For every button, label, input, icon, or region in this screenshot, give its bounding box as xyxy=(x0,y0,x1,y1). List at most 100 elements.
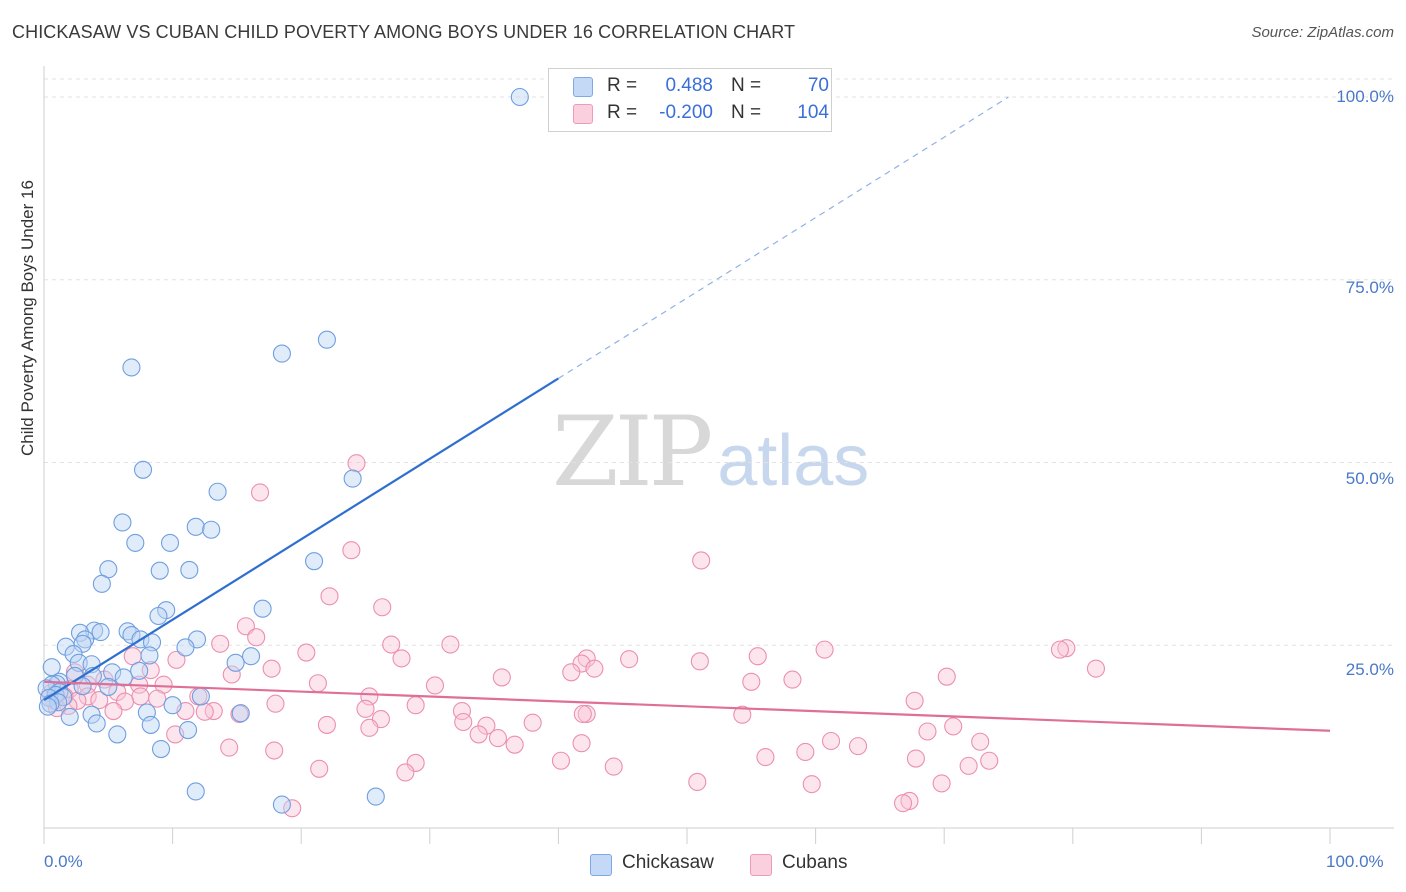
chickasaw-point xyxy=(122,625,141,645)
legend-swatch xyxy=(573,104,593,124)
watermark-atlas: atlas xyxy=(717,421,870,501)
cubans-point xyxy=(748,647,767,666)
chickasaw-point xyxy=(202,520,221,539)
chickasaw-point xyxy=(272,795,291,814)
cubans-point xyxy=(283,799,302,818)
cubans-point xyxy=(492,668,511,687)
legend-n-value: 70 xyxy=(807,75,829,96)
chickasaw-point xyxy=(114,668,133,687)
chickasaw-point xyxy=(91,623,110,642)
cubans-point xyxy=(382,635,401,654)
chickasaw-point xyxy=(163,696,182,715)
chickasaw-point xyxy=(126,533,145,552)
cubans-point xyxy=(131,687,150,706)
cubans-point xyxy=(1086,659,1105,678)
chickasaw-point xyxy=(42,675,61,694)
y-tick-label: 50.0% xyxy=(1345,469,1394,488)
cubans-point xyxy=(971,732,990,751)
cubans-point xyxy=(944,717,963,736)
chickasaw-point xyxy=(149,606,168,626)
cubans-point xyxy=(893,794,913,813)
cubans-point xyxy=(406,696,425,715)
cubans-point xyxy=(392,649,411,668)
chickasaw-point xyxy=(56,637,75,656)
legend-n-value: 104 xyxy=(797,102,829,123)
cubans-point xyxy=(222,665,241,684)
cubans-point xyxy=(959,756,978,775)
legend-swatch xyxy=(750,854,772,876)
chickasaw-point xyxy=(231,704,250,723)
cubans-point xyxy=(783,670,802,689)
x-tick-label: 0.0% xyxy=(44,852,83,871)
axes xyxy=(43,66,1394,844)
cubans-point xyxy=(688,772,707,791)
cubans-point xyxy=(572,734,591,753)
chickasaw-point xyxy=(130,661,149,680)
legend-r-label: R = xyxy=(607,75,638,96)
chickasaw-point xyxy=(305,552,324,571)
cubans-point xyxy=(342,541,361,560)
cubans-point xyxy=(848,737,868,756)
legend-r-value: 0.488 xyxy=(665,75,713,96)
cubans-point xyxy=(505,735,524,754)
cubans-point xyxy=(320,587,339,606)
cubans-point xyxy=(265,741,284,760)
cubans-point xyxy=(211,634,230,653)
cubans-point xyxy=(220,738,239,757)
watermark-zip: ZIP xyxy=(552,396,713,508)
chickasaw-point xyxy=(87,714,106,733)
chickasaw-point xyxy=(343,469,362,488)
y-tick-label: 75.0% xyxy=(1345,278,1394,297)
chickasaw-point xyxy=(141,715,160,734)
chickasaw-point xyxy=(99,677,118,696)
cubans-point xyxy=(604,757,623,776)
cubans-point xyxy=(523,713,542,732)
cubans-point xyxy=(742,672,761,691)
chickasaw-trend-line xyxy=(43,377,559,702)
cubans-point xyxy=(262,659,281,678)
cubans-point xyxy=(573,704,592,724)
cubans-point xyxy=(454,712,473,732)
x-tick-label: 100.0% xyxy=(1326,852,1384,871)
cubans-point xyxy=(937,667,956,686)
chickasaw-point xyxy=(92,574,111,593)
chickasaw-point xyxy=(113,513,132,532)
chickasaw-point xyxy=(122,358,141,377)
cubans-point xyxy=(90,691,109,710)
legend-label: Cubans xyxy=(782,852,848,873)
cubans-point xyxy=(308,674,327,693)
legend-swatch xyxy=(590,854,612,876)
cubans-point xyxy=(1050,640,1069,659)
chickasaw-point xyxy=(208,482,227,501)
chickasaw-point xyxy=(186,782,205,801)
cubans-point xyxy=(469,725,488,744)
chickasaw-point xyxy=(366,787,385,806)
cubans-point xyxy=(230,704,249,724)
cubans-point xyxy=(167,650,186,669)
chickasaw-point xyxy=(133,460,153,479)
cubans-trend-line xyxy=(43,680,1331,732)
cubans-point xyxy=(266,694,285,713)
chickasaw-point xyxy=(49,693,68,712)
chickasaw-point xyxy=(140,646,159,665)
chickasaw-point xyxy=(151,740,171,759)
cubans-point xyxy=(585,659,604,678)
y-tick-label: 25.0% xyxy=(1345,660,1394,679)
cubans-point xyxy=(1057,639,1076,658)
correlation-legend: R = 0.488 N = 70 R = -0.200 N = 104 xyxy=(548,68,832,132)
cubans-point xyxy=(905,691,924,710)
cubans-point xyxy=(195,702,214,721)
chickasaw-point xyxy=(108,725,127,744)
chickasaw-point xyxy=(178,720,198,740)
y-axis-label: Child Poverty Among Boys Under 16 xyxy=(18,180,37,456)
chickasaw-point xyxy=(38,697,57,716)
cubans-point xyxy=(815,640,834,659)
cubans-point xyxy=(918,722,937,741)
chickasaw-point xyxy=(186,517,205,536)
legend-n-label: N = xyxy=(731,75,762,96)
cubans-point xyxy=(373,598,392,617)
cubans-point xyxy=(78,687,97,706)
cubans-point xyxy=(802,775,821,794)
source-credit: Source: ZipAtlas.com xyxy=(1251,24,1394,41)
chickasaw-point xyxy=(60,707,79,726)
